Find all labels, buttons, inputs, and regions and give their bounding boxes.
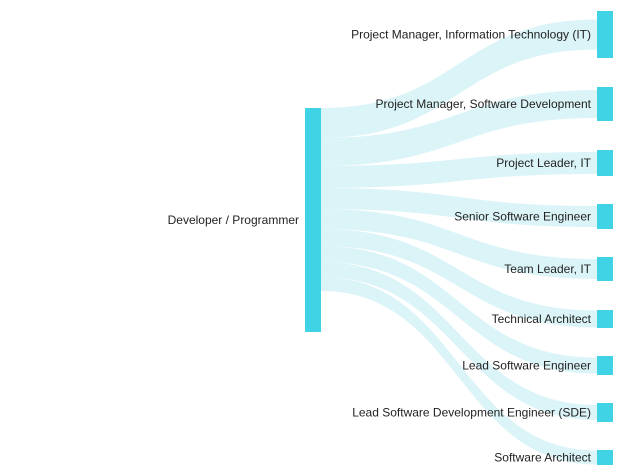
link-software-architect (321, 277, 597, 465)
link-project-manager-software-development (321, 90, 597, 166)
target-node-project-leader-it (597, 150, 613, 176)
target-node-project-manager-information-technology-it (597, 11, 613, 58)
target-node-label-software-architect: Software Architect (494, 451, 591, 465)
links-layer (321, 19, 597, 465)
source-node-developer-programmer (305, 108, 321, 332)
target-node-label-team-leader-it: Team Leader, IT (504, 262, 591, 276)
link-lead-software-development-engineer-sde (321, 262, 597, 420)
target-node-technical-architect (597, 310, 613, 328)
target-node-label-project-manager-software-development: Project Manager, Software Development (376, 97, 592, 111)
target-node-senior-software-engineer (597, 204, 613, 229)
target-node-label-project-manager-information-technology-it: Project Manager, Information Technology … (351, 28, 591, 42)
link-team-leader-it (321, 209, 597, 279)
target-node-lead-software-development-engineer-sde (597, 403, 613, 422)
target-node-label-lead-software-engineer: Lead Software Engineer (462, 359, 591, 373)
targets-layer: Project Manager, Information Technology … (351, 11, 613, 465)
target-node-lead-software-engineer (597, 356, 613, 375)
target-node-project-manager-software-development (597, 87, 613, 121)
link-project-leader-it (321, 152, 597, 188)
target-node-software-architect (597, 450, 613, 465)
target-node-label-project-leader-it: Project Leader, IT (496, 156, 591, 170)
nodes-layer: Developer / Programmer (168, 108, 321, 332)
link-technical-architect (321, 229, 597, 328)
target-node-team-leader-it (597, 257, 613, 281)
target-node-label-senior-software-engineer: Senior Software Engineer (454, 210, 591, 224)
link-project-manager-information-technology-it (321, 19, 597, 138)
target-node-label-lead-software-development-engineer-sde: Lead Software Development Engineer (SDE) (352, 406, 591, 420)
link-lead-software-engineer (321, 246, 597, 374)
link-senior-software-engineer (321, 188, 597, 227)
target-node-label-technical-architect: Technical Architect (492, 312, 592, 326)
source-node-label: Developer / Programmer (168, 213, 299, 227)
